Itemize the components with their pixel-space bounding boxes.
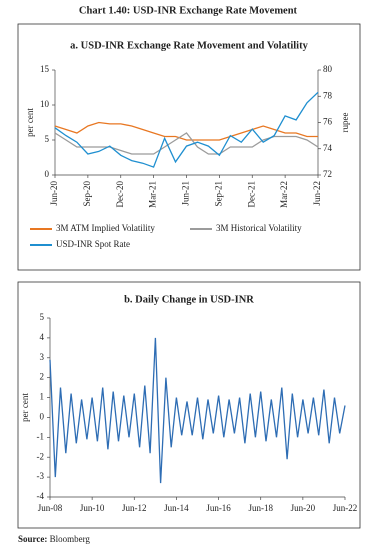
x-tick-label: Jun-10 (80, 503, 105, 513)
x-tick-label: Jun-08 (38, 503, 63, 513)
source: Source: Bloomberg (18, 534, 90, 544)
x-tick-label: Mar-22 (279, 181, 289, 208)
panel-b (17, 281, 361, 529)
x-tick-label: Jun-20 (49, 181, 59, 206)
series-line (54, 91, 319, 168)
y-tick-label: 5 (45, 134, 50, 144)
y2-tick-label: 72 (323, 169, 332, 179)
x-tick-label: Jun-18 (248, 503, 273, 513)
panel-a (17, 23, 361, 271)
y2-axis-label: rupee (340, 113, 350, 133)
y-tick-label: 1 (40, 392, 45, 402)
y-axis-label: per cent (25, 108, 35, 137)
y2-tick-label: 80 (323, 64, 333, 74)
y-axis-label: per cent (20, 393, 30, 422)
x-tick-label: Jun-12 (122, 503, 147, 513)
y-tick-label: 5 (40, 312, 45, 322)
y2-tick-label: 74 (323, 143, 333, 153)
y-tick-label: 15 (40, 64, 50, 74)
x-tick-label: Dec-20 (115, 181, 125, 208)
y-tick-label: 0 (45, 169, 50, 179)
y-tick-label: -3 (37, 471, 45, 481)
x-tick-label: Sep-21 (213, 181, 223, 207)
x-tick-label: Dec-21 (246, 181, 256, 208)
y-tick-label: 0 (40, 412, 45, 422)
x-tick-label: Mar-21 (148, 181, 158, 208)
y-tick-label: 10 (40, 99, 50, 109)
y-tick-label: 3 (40, 352, 45, 362)
x-tick-label: Jun-14 (164, 503, 189, 513)
series-line (49, 337, 346, 484)
y-tick-label: -2 (37, 451, 45, 461)
y-tick-label: -4 (37, 491, 45, 501)
legend-label: USD-INR Spot Rate (56, 239, 130, 249)
source-label: Source: (18, 534, 47, 544)
chart-title: b. Daily Change in USD-INR (124, 294, 254, 305)
y2-tick-label: 78 (323, 90, 333, 100)
x-tick-label: Jun-22 (333, 503, 358, 513)
series-line (54, 132, 319, 155)
y-tick-label: 2 (40, 372, 45, 382)
x-tick-label: Sep-20 (82, 181, 92, 207)
chart-title: a. USD-INR Exchange Rate Movement and Vo… (70, 40, 308, 51)
y-tick-label: 4 (40, 332, 45, 342)
x-tick-label: Jun-21 (181, 181, 191, 206)
y-tick-label: -1 (37, 431, 45, 441)
legend-label: 3M Historical Volatility (216, 223, 302, 233)
x-tick-label: Jun-22 (312, 181, 322, 206)
legend-label: 3M ATM Implied Volatility (56, 223, 155, 233)
source-text: Bloomberg (50, 534, 91, 544)
series-line (54, 121, 318, 141)
x-tick-label: Jun-20 (291, 503, 316, 513)
page-title: Chart 1.40: USD-INR Exchange Rate Moveme… (79, 5, 298, 16)
x-tick-label: Jun-16 (206, 503, 231, 513)
y2-tick-label: 76 (323, 117, 333, 127)
